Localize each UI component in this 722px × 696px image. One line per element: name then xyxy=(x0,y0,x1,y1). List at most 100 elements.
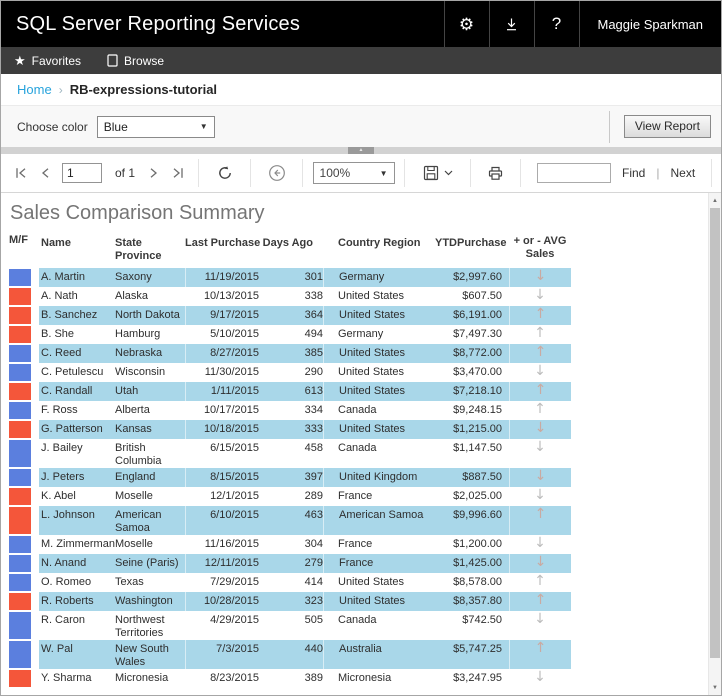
cell-state: Moselle xyxy=(115,538,153,550)
top-bar-actions: ⚙ ? Maggie Sparkman xyxy=(443,1,722,47)
cell-ytd: $2,997.60 xyxy=(435,268,509,287)
cell-country: Canada xyxy=(338,404,377,416)
nav-item-favorites[interactable]: ★ Favorites xyxy=(1,47,94,74)
cell-country: United States xyxy=(323,306,435,325)
cell-country: United States xyxy=(323,344,435,363)
cell-days_ago: 440 xyxy=(261,640,323,669)
trend-down-icon: ↓ xyxy=(534,420,547,436)
trend-up-icon: ↑ xyxy=(534,325,546,341)
back-button[interactable] xyxy=(268,164,286,182)
cell-last_purchase: 8/15/2015 xyxy=(185,468,261,487)
nav-item-browse[interactable]: Browse xyxy=(94,47,177,74)
cell-country: Germany xyxy=(323,268,435,287)
find-button[interactable]: Find xyxy=(622,166,646,180)
cell-mf xyxy=(9,592,39,611)
cell-ytd: $742.50 xyxy=(462,614,502,626)
breadcrumb-separator-icon: › xyxy=(58,82,63,97)
cell-mf xyxy=(9,439,39,468)
cell-state: Kansas xyxy=(115,420,185,439)
report-table-body: A. Martin Saxony 11/19/2015 301 Germany $2,99… xyxy=(9,268,571,688)
cell-ytd: $887.50 xyxy=(435,468,509,487)
nav-bar: ★ Favorites Browse xyxy=(1,47,721,74)
cell-country: France xyxy=(338,538,373,550)
vertical-scrollbar[interactable]: ▲ ▼ xyxy=(708,193,721,695)
cell-ytd: $6,191.00 xyxy=(435,306,509,325)
trend-down-icon: ↓ xyxy=(534,268,547,284)
table-row: L. Johnson American Samoa 6/10/2015 463 Amer… xyxy=(9,506,571,535)
cell-days_ago: 338 xyxy=(304,290,323,302)
cell-days_ago: 458 xyxy=(304,442,323,454)
export-button[interactable] xyxy=(423,165,453,181)
last-page-button[interactable] xyxy=(171,166,185,180)
cell-ytd: $1,147.50 xyxy=(453,442,502,454)
blue-square-icon xyxy=(9,555,31,572)
column-header-state: State Province xyxy=(115,237,162,262)
column-header-country: Country Region xyxy=(338,237,421,249)
view-report-button[interactable]: View Report xyxy=(623,115,711,138)
red-square-icon xyxy=(9,670,31,687)
back-group xyxy=(251,159,304,187)
cell-days_ago: 334 xyxy=(304,404,323,416)
cell-last_purchase: 11/30/2015 xyxy=(204,366,259,378)
cell-mf xyxy=(9,420,39,439)
cell-days_ago: 385 xyxy=(261,344,323,363)
next-page-icon xyxy=(150,168,158,178)
cell-name: N. Anand xyxy=(39,554,115,573)
cell-state: Hamburg xyxy=(115,328,161,340)
breadcrumb-home-link[interactable]: Home xyxy=(17,82,52,97)
blue-square-icon xyxy=(9,364,31,381)
print-button[interactable] xyxy=(487,165,504,182)
cell-days_ago: 505 xyxy=(304,614,323,626)
cell-mf xyxy=(9,535,39,554)
zoom-group: 100% ▼ xyxy=(303,159,406,187)
cell-name: L. Johnson xyxy=(39,506,115,535)
previous-page-button[interactable] xyxy=(39,166,51,180)
cell-last_purchase: 11/16/2015 xyxy=(204,538,259,550)
breadcrumb: Home › RB-expressions-tutorial xyxy=(1,74,721,105)
cell-state: Wisconsin xyxy=(115,366,166,378)
next-page-button[interactable] xyxy=(148,166,160,180)
cell-country: Germany xyxy=(338,328,384,340)
export-group xyxy=(405,159,472,187)
cell-mf xyxy=(9,468,39,487)
cell-name: O. Romeo xyxy=(41,576,92,588)
printer-icon xyxy=(488,166,503,180)
column-header-mf: M/F xyxy=(9,234,28,246)
color-select[interactable]: Blue ▼ xyxy=(96,115,215,138)
column-header-ytd: YTDPurchase xyxy=(435,237,507,249)
refresh-group xyxy=(199,159,252,187)
collapse-parameters-handle[interactable]: ▲ xyxy=(348,147,374,154)
trend-down-icon: ↓ xyxy=(534,669,546,685)
settings-button[interactable]: ⚙ xyxy=(443,1,489,47)
cell-trend: ↑ xyxy=(509,506,571,535)
first-page-button[interactable] xyxy=(14,166,28,180)
cell-country: American Samoa xyxy=(323,506,435,535)
cell-state: American Samoa xyxy=(115,506,185,535)
browse-icon xyxy=(107,54,118,67)
cell-last_purchase: 7/3/2015 xyxy=(185,640,261,669)
find-input[interactable] xyxy=(537,163,612,183)
cell-country: Canada xyxy=(338,442,377,454)
report-viewer-toolbar: of 1 100% ▼ xyxy=(1,154,721,193)
scrollbar-thumb[interactable] xyxy=(710,208,720,658)
download-button[interactable] xyxy=(488,1,534,47)
cell-days_ago: 389 xyxy=(304,672,323,684)
user-name: Maggie Sparkman xyxy=(597,16,704,32)
scroll-down-button[interactable]: ▼ xyxy=(712,684,718,691)
page-number-input[interactable] xyxy=(62,163,102,183)
red-square-icon xyxy=(9,593,31,610)
chevron-down-icon xyxy=(444,170,452,176)
chevron-down-icon: ▼ xyxy=(379,168,388,178)
cell-ytd: $8,357.80 xyxy=(435,592,509,611)
help-button[interactable]: ? xyxy=(533,1,579,47)
cell-name: A. Nath xyxy=(41,290,78,302)
refresh-button[interactable] xyxy=(216,164,234,182)
find-next-button[interactable]: Next xyxy=(670,166,696,180)
user-menu[interactable]: Maggie Sparkman xyxy=(578,1,722,47)
cell-last_purchase: 7/29/2015 xyxy=(210,576,259,588)
zoom-select[interactable]: 100% ▼ xyxy=(312,162,395,184)
cell-ytd: $8,772.00 xyxy=(435,344,509,363)
scroll-up-button[interactable]: ▲ xyxy=(712,197,718,204)
cell-mf xyxy=(9,640,39,669)
red-square-icon xyxy=(9,383,31,400)
